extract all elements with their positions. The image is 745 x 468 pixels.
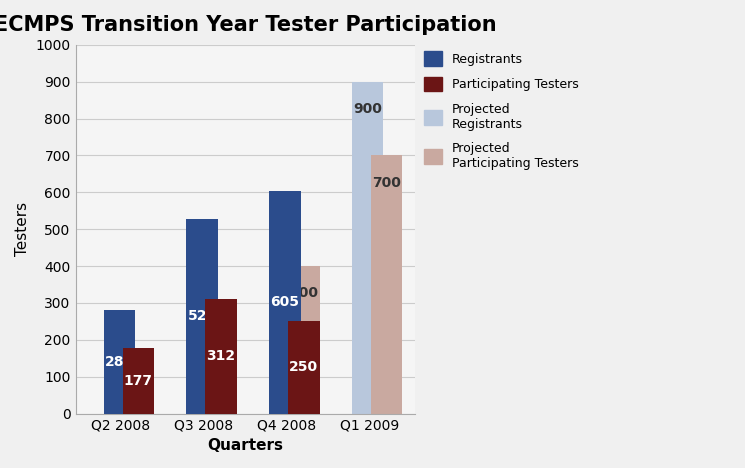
X-axis label: Quarters: Quarters (207, 438, 283, 453)
Bar (206, 299, 237, 414)
Bar (123, 348, 154, 414)
Text: 312: 312 (206, 349, 235, 363)
Y-axis label: Testers: Testers (15, 202, 30, 256)
Text: 700: 700 (372, 176, 401, 190)
Text: 282: 282 (105, 355, 134, 369)
Bar (269, 190, 300, 414)
Bar (104, 310, 135, 414)
Text: 605: 605 (270, 295, 299, 309)
Bar (186, 219, 218, 414)
Title: ECMPS Transition Year Tester Participation: ECMPS Transition Year Tester Participati… (0, 15, 496, 35)
Bar (352, 82, 383, 414)
Text: 250: 250 (289, 360, 318, 374)
Text: 527: 527 (188, 309, 217, 323)
Text: 900: 900 (353, 102, 382, 116)
Bar (371, 155, 402, 414)
Text: 177: 177 (124, 374, 153, 388)
Legend: Registrants, Participating Testers, Projected
Registrants, Projected
Participati: Registrants, Participating Testers, Proj… (425, 51, 579, 170)
Bar (288, 322, 320, 414)
Text: 400: 400 (289, 286, 318, 300)
Bar (288, 266, 320, 414)
